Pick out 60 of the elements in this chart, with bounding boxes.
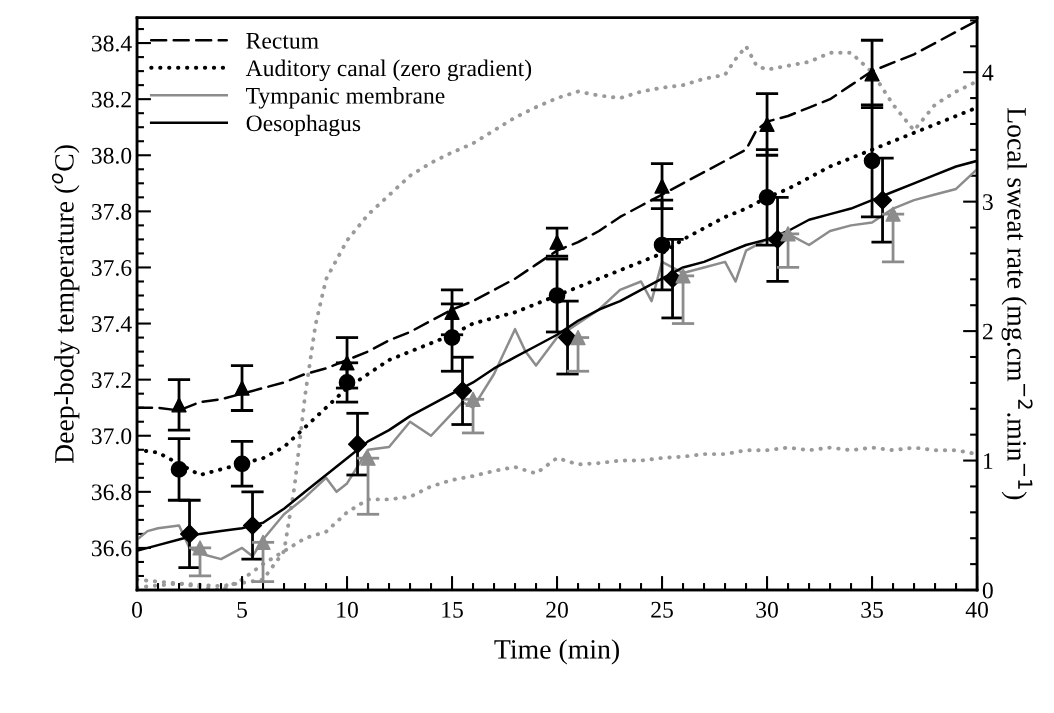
point <box>548 287 566 304</box>
y-tick-label: 37.4 <box>91 316 132 333</box>
y-axis-title: Deep-body temperature ($^{o}$C) <box>51 145 80 464</box>
x-tick-label: 30 <box>756 601 778 618</box>
point <box>242 515 263 536</box>
y-tick-label: 38.2 <box>91 91 131 108</box>
x-axis-title: Time (min) <box>494 639 619 665</box>
point <box>780 226 796 242</box>
point <box>465 391 481 407</box>
y2-axis-title: Local sweat rate (mg.cm$^{−2}$.min$^{−1}$) <box>1001 107 1033 500</box>
point <box>444 304 460 320</box>
x-tick-label: 40 <box>965 601 988 618</box>
y-tick-label: 38.4 <box>91 35 132 52</box>
x-tick-label: 35 <box>861 601 883 618</box>
legend-label: Rectum <box>246 33 319 49</box>
point <box>443 329 461 346</box>
y-tick-label: 37.2 <box>91 372 131 389</box>
y-tick-label: 37.0 <box>91 428 132 445</box>
y-tick-label: 37.6 <box>91 260 132 276</box>
point <box>863 152 881 170</box>
point <box>179 524 200 544</box>
x-tick-label: 10 <box>337 601 358 618</box>
point <box>453 381 473 401</box>
point <box>360 450 376 466</box>
y2-tick-label: 1 <box>984 453 993 469</box>
point <box>338 374 356 391</box>
x-tick-label: 25 <box>651 601 673 618</box>
y2-tick-label: 4 <box>982 64 994 81</box>
y2-tick-label: 2 <box>982 323 993 340</box>
point <box>171 397 187 413</box>
legend-label: Oesophagus <box>246 114 361 137</box>
point <box>653 236 671 254</box>
point <box>549 234 565 250</box>
y-tick-label: 36.6 <box>91 540 132 557</box>
point <box>864 66 880 82</box>
point <box>170 461 188 478</box>
y-tick-label: 37.8 <box>91 203 132 220</box>
point <box>255 534 271 550</box>
point <box>873 190 893 210</box>
point <box>759 116 775 133</box>
x-tick-label: 0 <box>132 601 143 618</box>
point <box>233 455 251 473</box>
y-tick-label: 36.8 <box>91 484 132 501</box>
x-tick-label: 15 <box>442 601 463 618</box>
point <box>654 178 670 194</box>
y2-tick-label: 3 <box>983 194 993 211</box>
point <box>339 355 355 371</box>
point <box>192 540 208 556</box>
point <box>885 206 901 222</box>
y-tick-label: 38.0 <box>91 147 132 164</box>
point <box>758 188 776 206</box>
point <box>675 268 691 284</box>
point <box>570 329 586 346</box>
x-tick-label: 5 <box>237 602 248 618</box>
x-tick-label: 20 <box>546 601 568 618</box>
point <box>347 434 368 454</box>
legend-label: Auditory canal (zero gradient) <box>245 59 532 82</box>
point <box>234 380 250 396</box>
y2-tick-label: 0 <box>982 582 993 599</box>
legend-label: Tympanic membrane <box>246 87 445 109</box>
